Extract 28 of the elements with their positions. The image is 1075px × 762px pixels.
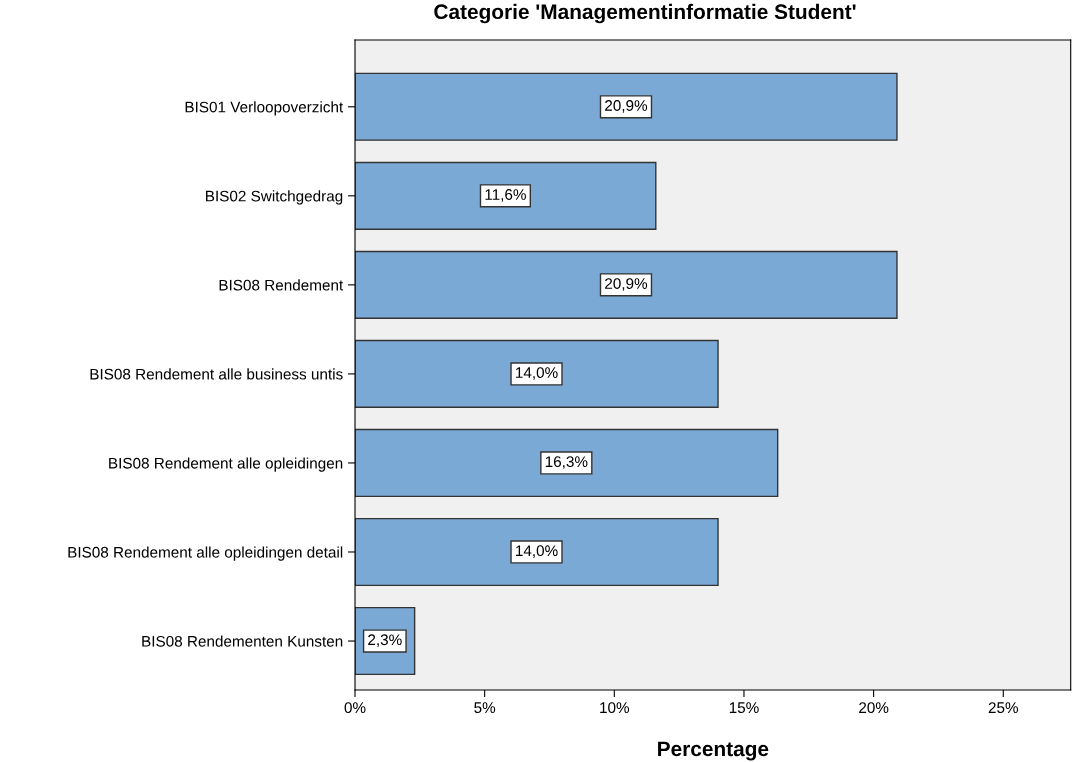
data-label: 14,0% — [516, 545, 558, 558]
y-tick-label: BIS08 Rendement alle business untis — [90, 368, 343, 380]
y-tick-label: BIS08 Rendement — [219, 279, 344, 291]
x-tick-label: 20% — [859, 702, 889, 714]
x-axis-title: Percentage — [658, 741, 769, 761]
bar — [355, 250, 898, 319]
data-label: 20,9% — [605, 100, 648, 113]
chart-title: Categorie 'Managementinformatie Student' — [434, 3, 856, 24]
data-label: 14,0% — [516, 367, 558, 380]
y-tick-label: BIS08 Rendementen Kunsten — [142, 635, 343, 647]
x-tick-label: 25% — [988, 702, 1019, 714]
data-label: 16,3% — [545, 456, 588, 469]
y-tick-label: BIS02 Switchgedrag — [206, 190, 343, 205]
data-label: 2,3% — [368, 634, 402, 647]
bar — [355, 339, 719, 408]
x-tick-label: 10% — [600, 702, 630, 714]
y-tick-label: BIS08 Rendement alle opleidingen detail — [68, 546, 343, 561]
bar — [355, 161, 657, 230]
bar — [355, 428, 779, 498]
x-tick-label: 15% — [729, 702, 759, 714]
y-tick-label: BIS08 Rendement alle opleidingen — [109, 457, 343, 472]
y-tick-label: BIS01 Verloopoverzicht — [185, 101, 344, 116]
x-tick-label: 0% — [344, 702, 366, 714]
x-tick-label: 5% — [474, 702, 496, 714]
bar — [355, 517, 719, 587]
data-label: 11,6% — [485, 189, 526, 202]
data-label: 20,9% — [605, 278, 648, 291]
bar — [355, 72, 898, 141]
